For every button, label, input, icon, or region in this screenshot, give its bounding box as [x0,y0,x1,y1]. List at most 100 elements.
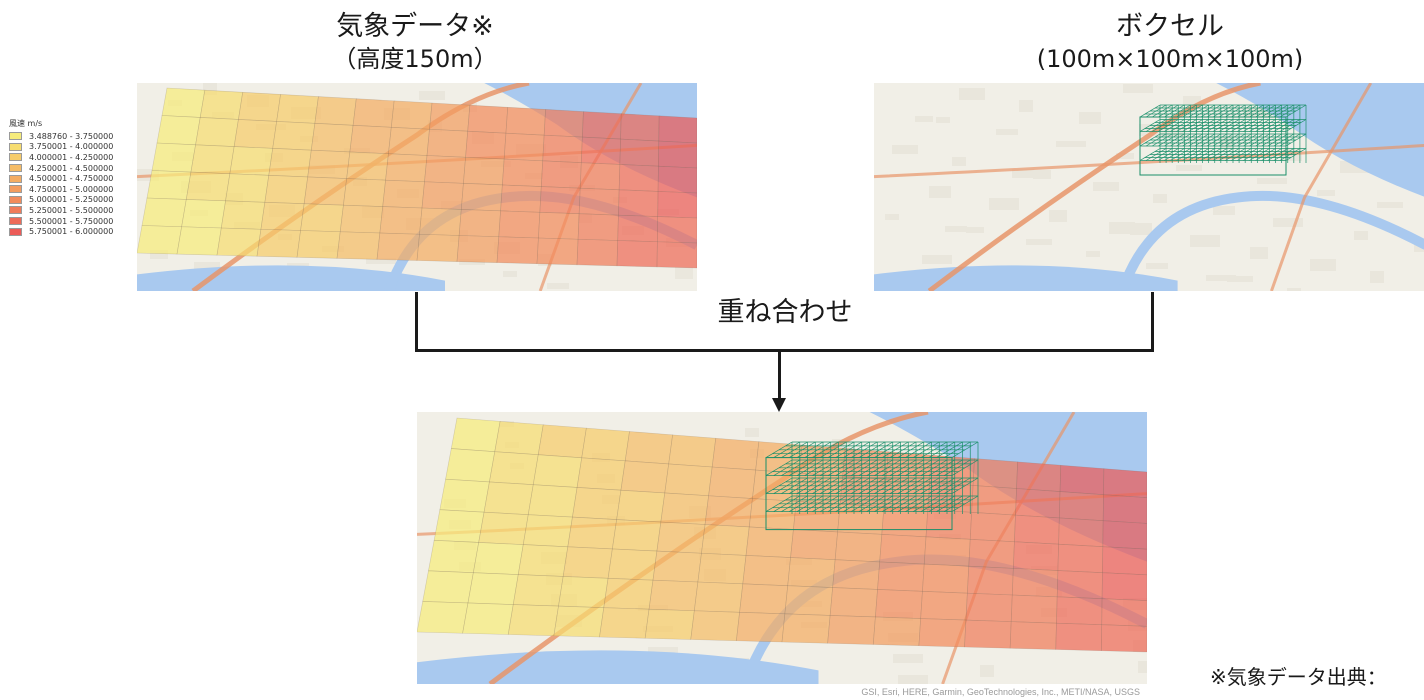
grid-cell [542,134,583,163]
grid-cell [229,146,274,176]
legend-label: 5.250001 - 5.500000 [29,205,114,215]
data-source-footnote: ※気象データ出典： [1210,665,1387,689]
grid-cell [532,454,583,488]
grid-cell [489,451,539,485]
grid-cell [619,138,660,167]
connector-left-vertical [415,292,418,352]
grid-cell [467,572,519,605]
grid-cell [872,616,921,647]
grid-cell [385,153,428,183]
grid-cell [697,552,747,585]
grid-cell [693,581,744,613]
grid-cell [433,509,485,543]
legend-label: 5.750001 - 6.000000 [29,227,114,237]
grid-cell [417,601,469,634]
grid-cell [793,500,841,533]
grid-cell [925,509,972,540]
grid-cell [616,240,658,268]
grid-cell [1057,543,1104,574]
grid-cell [701,524,750,556]
grid-cell [310,123,354,153]
grid-cell [827,615,876,645]
grid-cell [225,173,270,203]
grid-cell [969,512,1016,543]
grid-cell [339,204,384,234]
grid-cell [920,590,968,621]
grid-cell [416,233,460,262]
grid-cell [784,585,833,616]
cross-road [874,144,1424,179]
grid-cell [1101,624,1147,653]
grid-cell [624,431,673,465]
canal-water [417,650,819,684]
grid-cell [748,498,797,530]
voxel-cluster [1139,104,1307,176]
grid-cell [216,227,262,257]
river-water [1117,190,1424,291]
grid-cell [708,466,756,499]
grid-cell [161,87,206,118]
grid-cell [657,216,697,244]
bay-water [1216,83,1424,197]
grid-cell [745,526,794,558]
grid-cell [660,492,709,525]
grid-cell [458,209,501,238]
canal-water [874,265,1178,291]
grid-cell [336,231,381,260]
grid-cell [1101,598,1147,627]
grid-cell [303,176,347,206]
connector-horizontal [415,349,1154,352]
grid-cell [616,489,666,523]
grid-cell [296,230,341,259]
legend-item: 4.500001 - 4.750000 [9,173,117,184]
grid-cell [581,427,630,462]
grid-cell [307,149,351,179]
grid-cell [220,200,266,230]
grid-cell [968,538,1015,569]
grid-cell [607,548,658,581]
grid-cell [972,458,1018,489]
grid-cell [429,102,471,132]
grid-cell [465,130,507,160]
legend-item: 4.250001 - 4.500000 [9,163,117,174]
grid-cell [620,113,660,142]
legend-item: 3.488760 - 3.750000 [9,131,117,142]
grid-cell [538,211,580,240]
voxel-front-face [1139,116,1287,176]
grid-cell [536,237,579,266]
grid-cell [462,602,514,635]
grid-cell [1101,572,1147,601]
legend-label: 4.250001 - 4.500000 [29,163,114,173]
grid-cell [376,232,420,261]
side-road [1270,83,1373,291]
grid-cell [421,181,464,210]
grid-cell [618,189,659,217]
down-arrow-icon [772,398,786,412]
grid-cell [668,434,717,468]
grid-cell [424,155,466,184]
voxel-title: ボクセル (100m×100m×100m) [960,10,1380,74]
grid-cell [137,225,182,255]
grid-cell [1059,491,1104,521]
grid-cell [176,226,222,256]
grid-cell [558,576,609,608]
grid-cell [439,478,490,513]
grid-cell [656,521,706,554]
connector-down-stem [778,351,781,399]
grid-cell [450,417,501,452]
grid-cell [300,203,344,233]
grid-cell [233,119,277,149]
grid-cell [498,210,541,239]
grid-cell [572,487,622,520]
voxel-title-main: ボクセル [1116,11,1224,42]
grid-cell [787,557,836,588]
grid-cell [603,577,654,610]
grid-cell [790,529,838,561]
grid-cell [199,89,244,120]
grid-cell [445,448,496,483]
map-credit: GSI, Esri, HERE, Garmin, GeoTechnologies… [861,687,1140,697]
grid-cell [156,115,201,146]
legend-item: 3.750001 - 4.000000 [9,142,117,153]
legend-label: 4.000001 - 4.250000 [29,152,114,162]
grid-cell [879,534,927,565]
